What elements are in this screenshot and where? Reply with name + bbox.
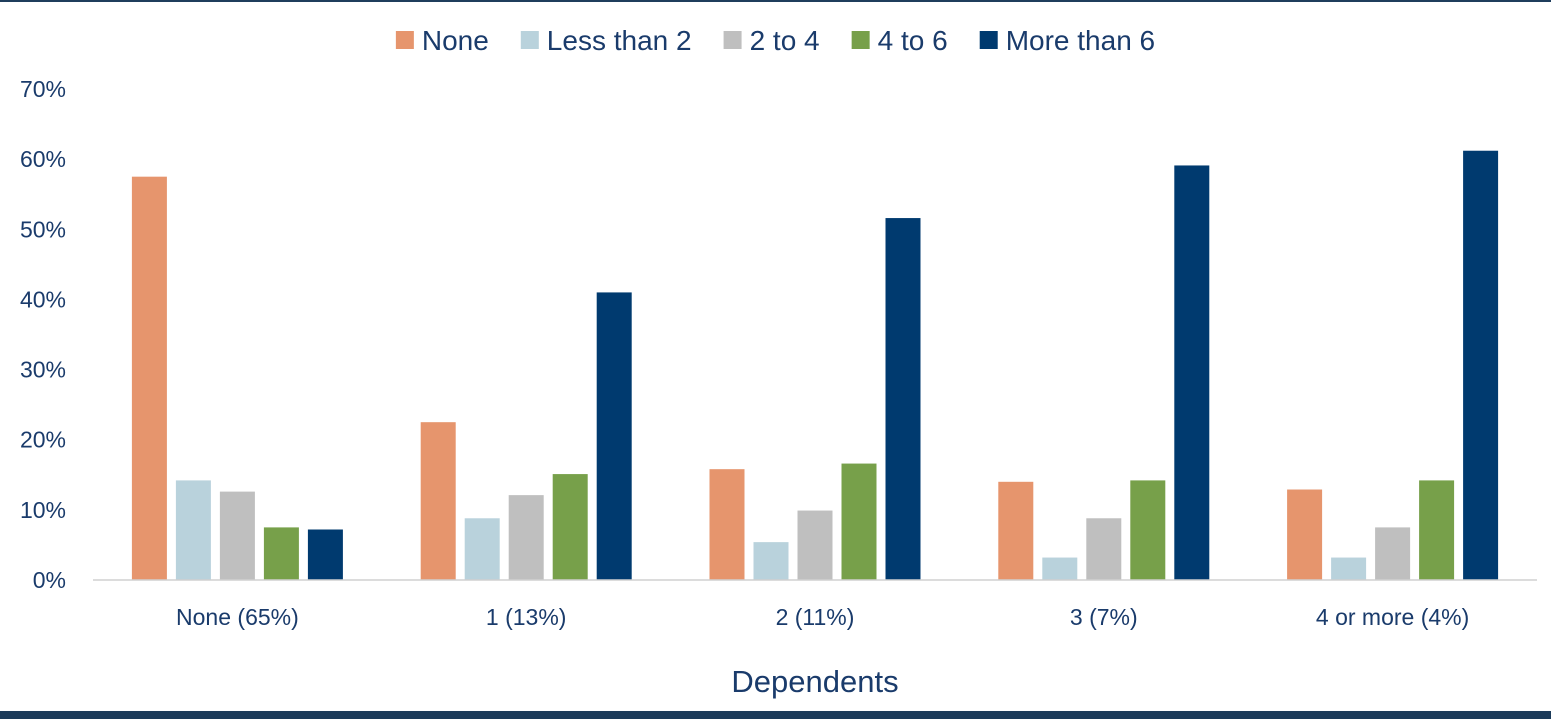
bar-4-to-6-1: [552, 474, 588, 580]
bar-less-than-2-4: [1331, 557, 1367, 580]
y-tick-label: 50%: [20, 216, 66, 242]
bar-2-to-4-3: [1086, 518, 1122, 580]
legend-label: 4 to 6: [878, 25, 948, 56]
bar-2-to-4-0: [219, 491, 255, 580]
x-category-label: None (65%): [176, 604, 299, 630]
y-axis-ticks: 0% 10% 20% 30% 40% 50% 60% 70%: [20, 76, 66, 593]
bottom-border-rule: [0, 711, 1551, 719]
legend-swatch-none: [395, 31, 414, 49]
bar-none-4: [1287, 489, 1323, 580]
bar-4-to-6-2: [841, 463, 877, 580]
bar-more-than-6-1: [596, 292, 632, 580]
bar-none-3: [998, 481, 1034, 580]
y-tick-label: 70%: [20, 76, 66, 102]
category-labels: None (65%) 1 (13%) 2 (11%) 3 (7%) 4 or more …: [176, 604, 1469, 630]
bar-less-than-2-1: [464, 518, 500, 580]
legend-label: Less than 2: [547, 25, 692, 56]
bar-less-than-2-3: [1042, 557, 1078, 580]
x-category-label: 2 (11%): [776, 604, 855, 630]
bar-more-than-6-3: [1174, 165, 1210, 580]
bar-2-to-4-4: [1375, 527, 1411, 580]
y-tick-label: 40%: [20, 286, 66, 312]
bar-4-to-6-4: [1419, 480, 1455, 580]
legend-swatch-2-to-4: [723, 31, 742, 49]
bars: [131, 150, 1499, 580]
bar-less-than-2-0: [175, 480, 211, 580]
legend-swatch-more-than-6: [979, 31, 998, 49]
legend-label: 2 to 4: [750, 25, 820, 56]
bar-less-than-2-2: [753, 542, 789, 580]
bar-none-2: [709, 469, 745, 580]
bar-none-0: [131, 176, 167, 580]
x-axis-title: Dependents: [731, 664, 898, 699]
y-tick-label: 60%: [20, 146, 66, 172]
bar-2-to-4-1: [508, 495, 544, 580]
bar-4-to-6-3: [1130, 480, 1166, 580]
legend-label: More than 6: [1006, 25, 1155, 56]
bar-none-1: [420, 422, 456, 580]
bar-4-to-6-0: [263, 527, 299, 580]
bar-more-than-6-0: [307, 529, 343, 580]
y-tick-label: 20%: [20, 427, 66, 453]
legend-label: None: [422, 25, 489, 56]
y-tick-label: 30%: [20, 357, 66, 383]
bar-2-to-4-2: [797, 510, 833, 580]
x-category-label: 1 (13%): [486, 604, 567, 630]
y-tick-label: 0%: [33, 567, 66, 593]
x-category-label: 3 (7%): [1070, 604, 1138, 630]
legend: None Less than 2 2 to 4 4 to 6 More than 6: [395, 25, 1155, 56]
x-category-label: 4 or more (4%): [1316, 604, 1469, 630]
legend-swatch-4-to-6: [851, 31, 870, 49]
bar-more-than-6-4: [1463, 150, 1499, 580]
top-border-rule: [0, 0, 1551, 2]
bar-more-than-6-2: [885, 218, 921, 580]
y-tick-label: 10%: [20, 497, 66, 523]
legend-swatch-less-than-2: [520, 31, 539, 49]
